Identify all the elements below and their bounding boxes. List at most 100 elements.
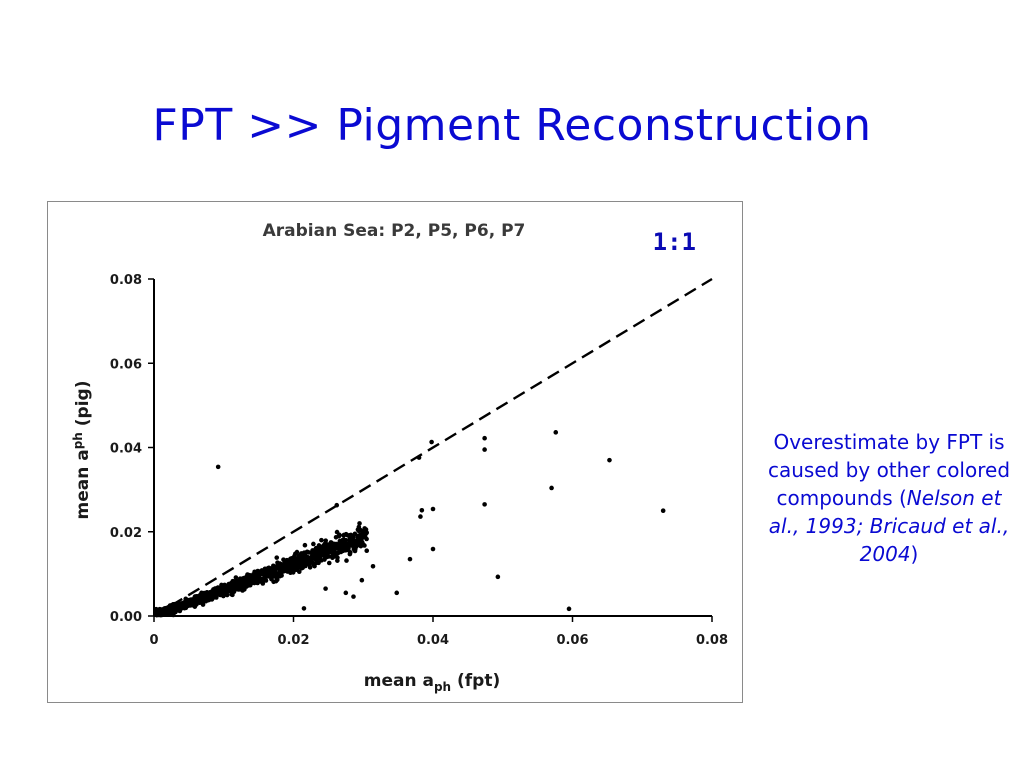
y-tick-label: 0.04 [110, 442, 142, 457]
data-point [362, 526, 367, 531]
data-point [332, 550, 338, 555]
data-point [213, 592, 218, 598]
y-axis-label-main: mean a [73, 449, 93, 519]
data-point [231, 585, 237, 591]
data-point [341, 537, 347, 543]
data-point [394, 590, 400, 596]
data-point [370, 563, 376, 569]
data-point [251, 572, 256, 578]
data-point [495, 574, 501, 580]
x-axis-label-tail: (fpt) [451, 671, 500, 691]
data-point [291, 563, 296, 569]
data-point [364, 536, 369, 542]
data-point [219, 582, 224, 588]
data-point [234, 579, 239, 584]
data-point [296, 553, 302, 559]
data-point [319, 537, 324, 543]
data-point [309, 556, 314, 562]
scatter-figure: 0 0.02 0.04 0.06 0.08 0.00 0.02 0.04 0.06 0.08 Ar… [47, 201, 743, 703]
data-point [237, 587, 243, 592]
data-point [328, 542, 333, 547]
data-point [357, 528, 362, 533]
note-close: ) [910, 542, 919, 566]
y-tick-label: 0.06 [110, 357, 142, 372]
x-tick-label: 0.06 [556, 633, 588, 648]
data-point [660, 508, 666, 513]
data-point [343, 590, 349, 596]
data-point [416, 455, 422, 460]
y-tick-label: 0.02 [110, 526, 142, 541]
data-point [297, 557, 303, 562]
data-point [364, 548, 370, 554]
note-text: Overestimate by FPT is caused by other c… [767, 430, 1011, 510]
data-point [341, 532, 347, 538]
one-to-one-line [153, 277, 713, 618]
data-point [288, 556, 293, 561]
data-point [189, 602, 195, 608]
y-axis-label-tail: (pig) [73, 381, 93, 433]
data-point [215, 464, 221, 470]
data-point [356, 539, 362, 545]
data-point [293, 551, 298, 557]
data-point [607, 457, 612, 463]
data-point [154, 610, 160, 616]
chart-title: Arabian Sea: P2, P5, P6, P7 [263, 221, 526, 241]
data-point [291, 568, 297, 574]
data-point [268, 569, 273, 575]
x-axis-label-subscript: ph [434, 680, 451, 694]
data-point [277, 573, 283, 579]
data-point [311, 562, 316, 567]
data-point [326, 560, 332, 566]
data-point [179, 604, 185, 609]
data-point [362, 543, 367, 548]
data-point [221, 593, 226, 599]
data-points [153, 430, 666, 618]
data-point [323, 586, 328, 591]
data-point [335, 555, 340, 560]
data-point [356, 536, 361, 542]
x-axis-label-main: mean a [364, 671, 434, 691]
data-point [482, 502, 487, 507]
data-point [352, 531, 358, 537]
data-point [549, 485, 554, 491]
data-point [231, 589, 237, 594]
data-point [306, 550, 312, 555]
data-point [352, 547, 358, 552]
axes: 0 0.02 0.04 0.06 0.08 0.00 0.02 0.04 0.06 0.08 [110, 273, 728, 648]
note-citation: Nelson et al., 1993; Bricaud et al., 200… [768, 486, 1010, 566]
data-point [262, 566, 268, 572]
scatter-chart: 0 0.02 0.04 0.06 0.08 0.00 0.02 0.04 0.06 0.08 Ar… [71, 221, 728, 694]
data-point [296, 569, 302, 575]
x-tick-label: 0.02 [277, 633, 309, 648]
data-point [482, 447, 487, 452]
y-tick-label: 0.08 [110, 273, 142, 288]
data-point [429, 439, 434, 445]
x-tick-label: 0.04 [417, 633, 449, 648]
data-point [311, 541, 316, 547]
data-point [341, 541, 346, 547]
data-point [348, 550, 353, 555]
data-point [184, 600, 189, 606]
y-tick-label: 0.00 [110, 610, 142, 625]
data-point [245, 582, 250, 588]
data-point [203, 591, 209, 597]
data-point [194, 598, 199, 604]
data-point [202, 598, 207, 603]
x-tick-label: 0.08 [696, 633, 728, 648]
data-point [153, 606, 159, 612]
data-point [310, 548, 315, 553]
data-point [233, 575, 239, 580]
data-point [324, 553, 330, 559]
data-point [251, 579, 256, 585]
data-point [164, 607, 169, 613]
data-point [430, 546, 436, 552]
data-point [328, 547, 334, 552]
data-point [304, 557, 310, 563]
data-point [430, 506, 436, 512]
data-point [171, 605, 176, 611]
reference-line [153, 277, 713, 618]
data-point [212, 588, 217, 594]
y-axis-label: mean aph (pig) [71, 381, 93, 520]
data-point [337, 547, 343, 553]
data-point [303, 563, 308, 569]
